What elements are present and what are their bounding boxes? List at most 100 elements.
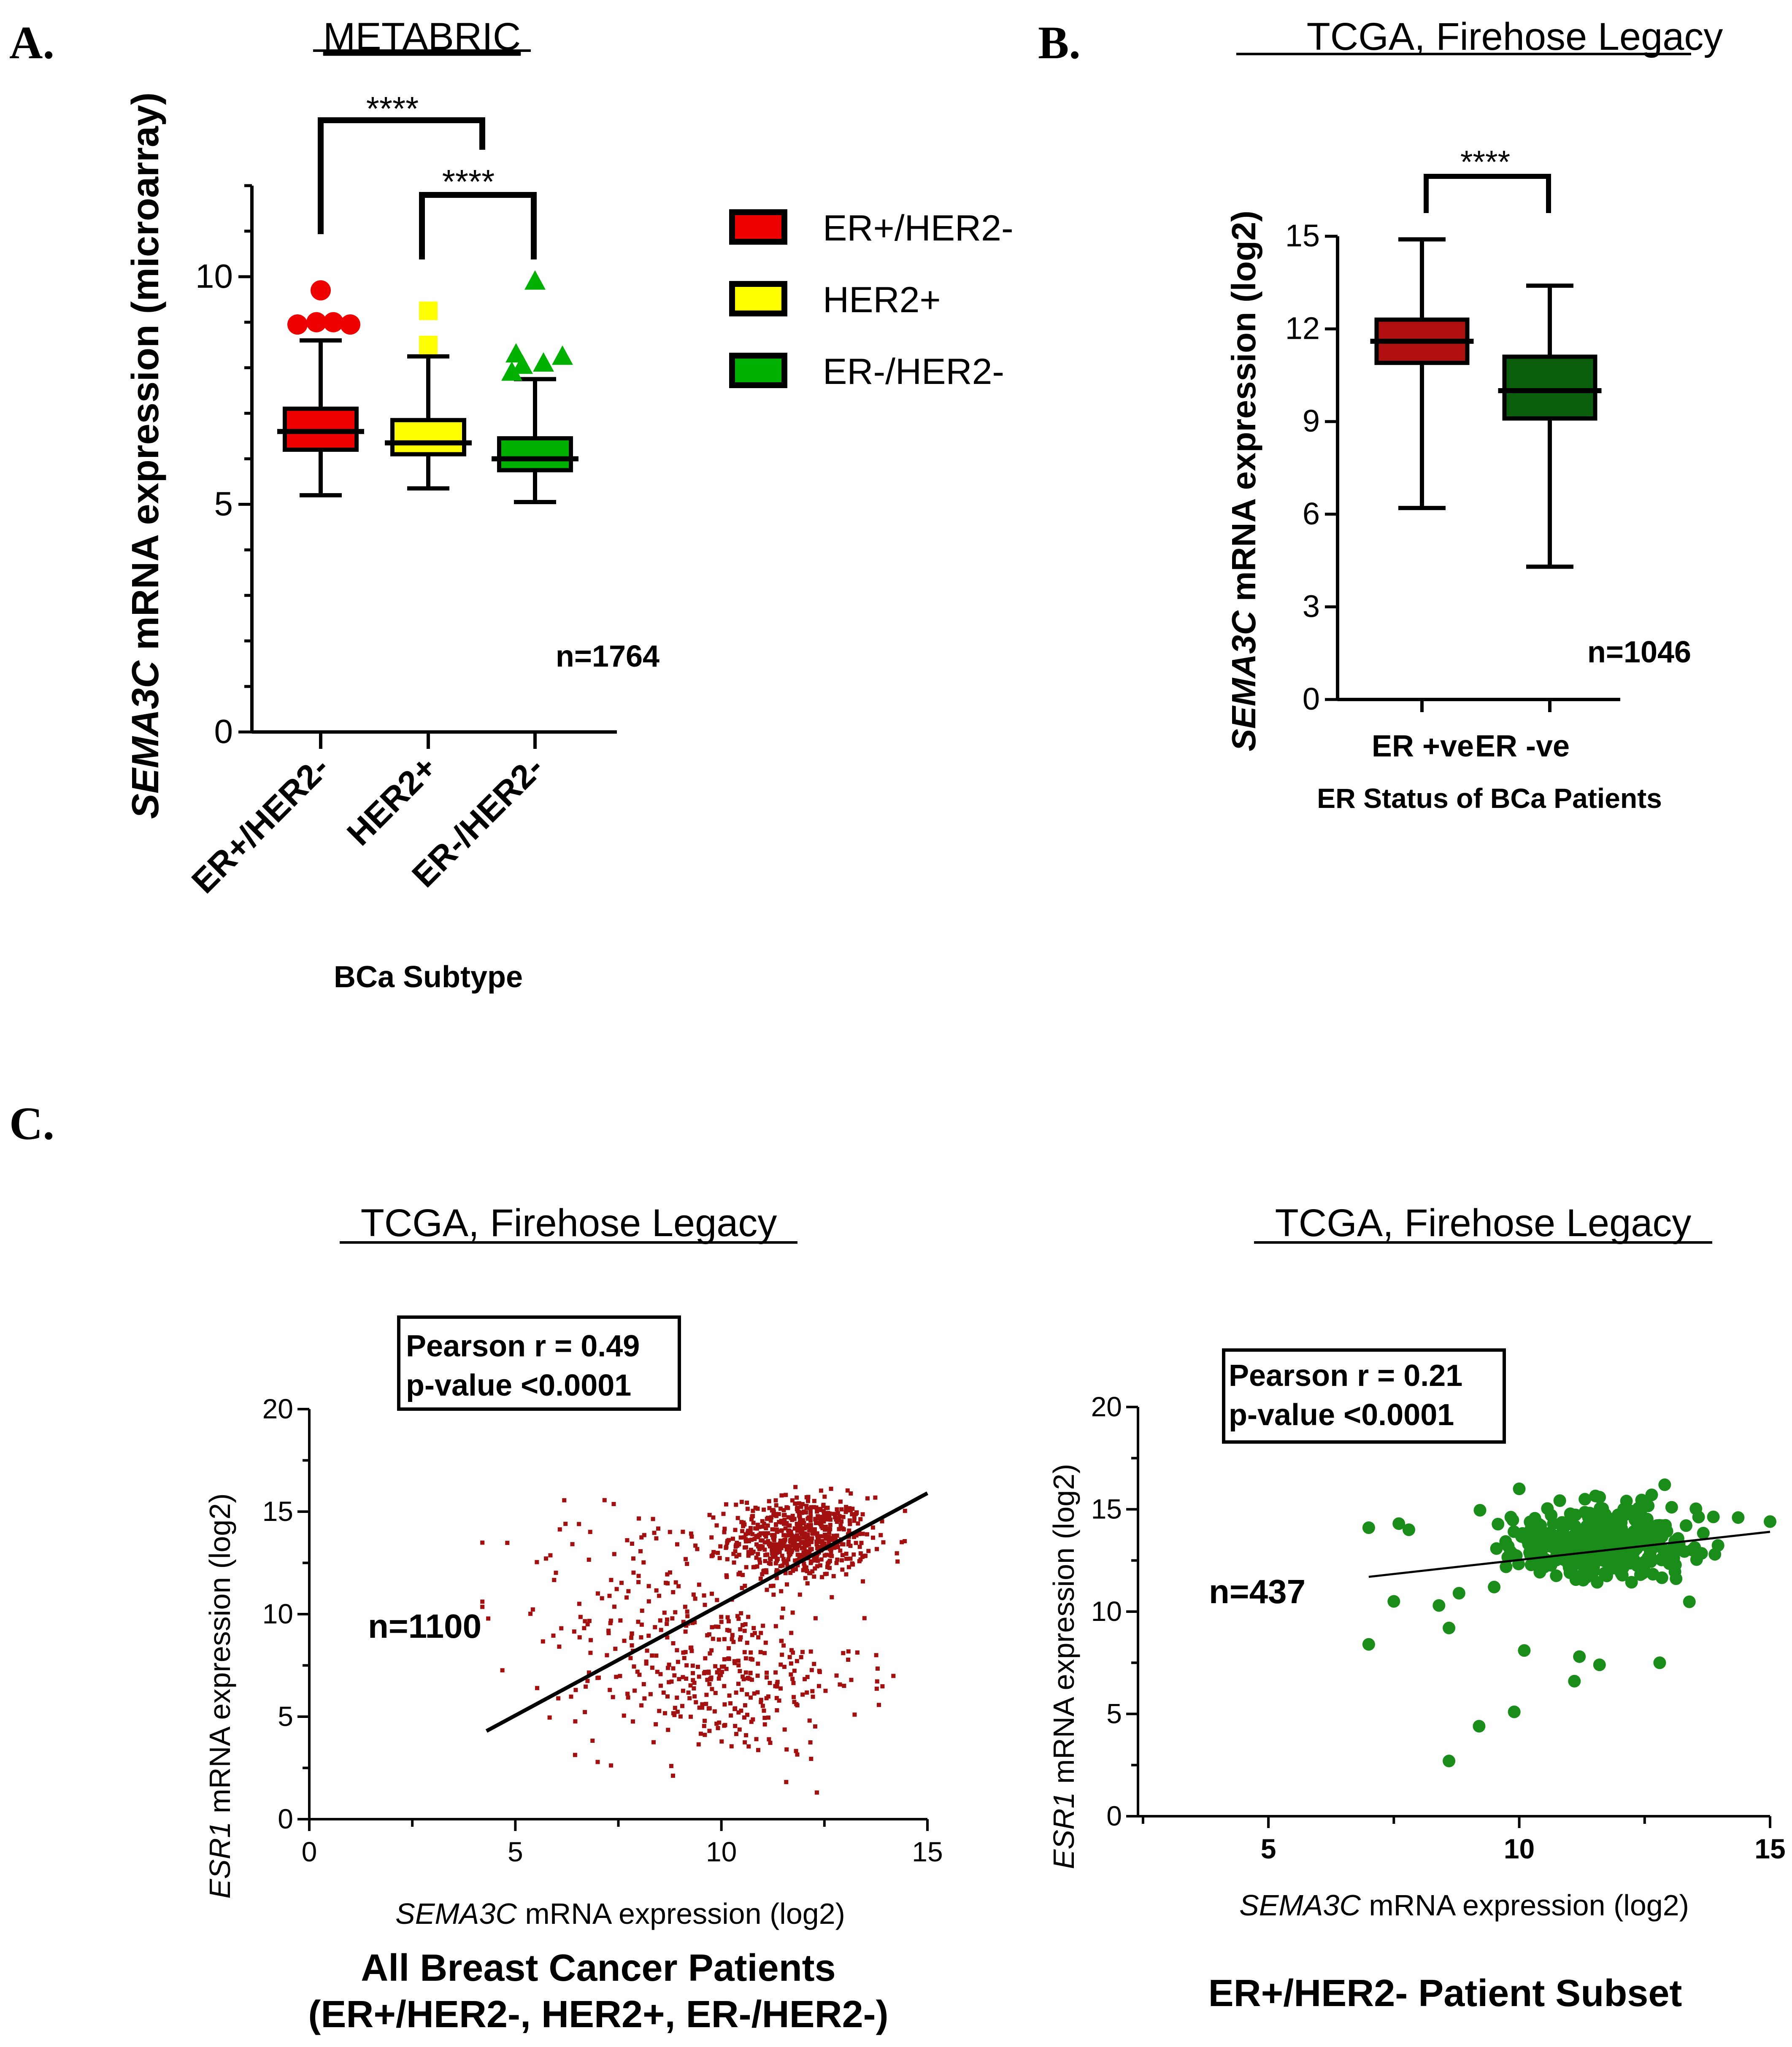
panel-c1-point: [750, 1550, 754, 1555]
panel-c1-point: [800, 1541, 804, 1545]
panel-c1-point: [715, 1598, 719, 1602]
panel-c1-point: [693, 1543, 698, 1548]
panel-c1-point: [762, 1521, 766, 1526]
panel-c1-point: [774, 1576, 779, 1580]
panel-c1-point: [770, 1551, 775, 1556]
panel-c1-point: [654, 1722, 658, 1727]
panel-c1-point: [734, 1543, 738, 1547]
panel-c2-y-tick-label: 20: [1091, 1391, 1122, 1422]
significance-stars-1: ****: [1460, 144, 1510, 180]
panel-c1-point: [790, 1498, 795, 1503]
panel-c1-point: [665, 1572, 670, 1577]
panel-c1-point: [732, 1560, 736, 1565]
panel-c1-point: [727, 1693, 732, 1698]
panel-c1-point: [737, 1553, 741, 1557]
panel-c1-point: [653, 1625, 657, 1629]
panel-c2-point: [1578, 1493, 1592, 1506]
panel-c1-point: [738, 1570, 742, 1575]
panel-c1-point: [731, 1552, 736, 1556]
panel-c1-point: [824, 1514, 828, 1518]
panel-c1-point: [829, 1547, 833, 1551]
panel-c1-point: [750, 1532, 755, 1537]
panel-c1-point: [725, 1628, 730, 1632]
panel-c1-point: [784, 1547, 789, 1552]
panel-c1-point: [607, 1593, 612, 1598]
panel-c1-point: [760, 1519, 765, 1523]
panel-c1-point: [903, 1539, 907, 1544]
panel-c1-point: [716, 1676, 721, 1681]
panel-a-xlabel: BCa Subtype: [334, 960, 523, 994]
panel-c1-point: [630, 1542, 634, 1546]
panel-c1-point: [801, 1568, 805, 1572]
panel-c1-point: [746, 1531, 751, 1536]
panel-c1-point: [704, 1701, 708, 1706]
panel-c1-point: [733, 1549, 738, 1554]
panel-c1-point: [740, 1688, 744, 1692]
panel-c1-point: [774, 1556, 779, 1561]
panel-c1-point: [789, 1672, 793, 1677]
panel-c1-point: [703, 1670, 707, 1674]
panel-c1-point: [608, 1688, 612, 1692]
panel-c1-point: [787, 1528, 792, 1533]
panel-c1-point: [757, 1525, 762, 1529]
panel-c1-point: [794, 1702, 799, 1707]
panel-c1-point: [738, 1627, 743, 1631]
panel-c1-point: [802, 1561, 806, 1566]
panel-c1-point: [632, 1664, 636, 1669]
panel-c1-point: [692, 1686, 696, 1691]
panel-c1-point: [570, 1542, 575, 1547]
panel-c1-point: [675, 1696, 679, 1700]
panel-c1-point: [729, 1744, 734, 1749]
panel-c2-point: [1697, 1526, 1710, 1539]
panel-c2-point: [1524, 1515, 1537, 1528]
panel-c1-point: [716, 1668, 721, 1672]
panel-c1-point: [768, 1518, 773, 1523]
panel-c1-point: [797, 1592, 802, 1597]
panel-a-box-3: [492, 270, 578, 505]
panel-c1-point: [569, 1694, 573, 1699]
panel-c1-point: [804, 1495, 809, 1499]
panel-c1-point: [779, 1589, 784, 1593]
panel-c1-point: [746, 1615, 751, 1619]
panel-c1-point: [850, 1561, 854, 1566]
panel-c1-point: [778, 1662, 783, 1667]
panel-c1-point: [651, 1517, 655, 1521]
panel-c1-point: [792, 1543, 796, 1547]
panel-c1-point: [790, 1514, 795, 1518]
panel-c1-point: [816, 1514, 820, 1518]
panel-c1-point: [710, 1625, 714, 1629]
panel-c1-point: [839, 1507, 844, 1512]
panel-c1-point: [822, 1519, 826, 1524]
panel-c1-point: [770, 1555, 775, 1559]
panel-c1-point: [729, 1713, 733, 1718]
panel-c1-point: [732, 1707, 737, 1711]
panel-c1-point: [709, 1648, 714, 1653]
panel-c1-point: [690, 1620, 695, 1625]
panel-c1-point: [749, 1656, 753, 1661]
panel-c1-point: [783, 1571, 788, 1575]
panel-c1-point: [572, 1629, 576, 1634]
panel-c1-n-label: n=1100: [368, 1607, 481, 1645]
panel-c2-point: [1544, 1559, 1557, 1572]
panel-c1-point: [588, 1530, 592, 1534]
panel-c1-point: [851, 1552, 856, 1557]
panel-c1-point: [773, 1554, 778, 1558]
panel-c1-point: [745, 1640, 749, 1645]
panel-c1-point: [824, 1517, 829, 1522]
panel-c1-point: [584, 1684, 588, 1689]
panel-c1-point: [824, 1572, 829, 1576]
panel-c1-point: [686, 1691, 691, 1695]
panel-c1-point: [752, 1631, 757, 1635]
panel-c1-point: [639, 1622, 644, 1627]
panel-c1-point: [789, 1516, 793, 1520]
panel-c1-point: [812, 1558, 816, 1563]
panel-c1-point: [849, 1491, 853, 1496]
panel-c1-point: [609, 1763, 614, 1768]
panel-c1-point: [778, 1507, 783, 1511]
panel-b-x-ticks: ER +ve ER -ve: [1372, 699, 1570, 763]
panel-c1-point: [745, 1507, 750, 1511]
panel-c1-point: [716, 1726, 720, 1731]
panel-c1-point: [786, 1515, 791, 1520]
panel-c1-point: [754, 1737, 759, 1742]
panel-c1-point: [606, 1631, 611, 1635]
